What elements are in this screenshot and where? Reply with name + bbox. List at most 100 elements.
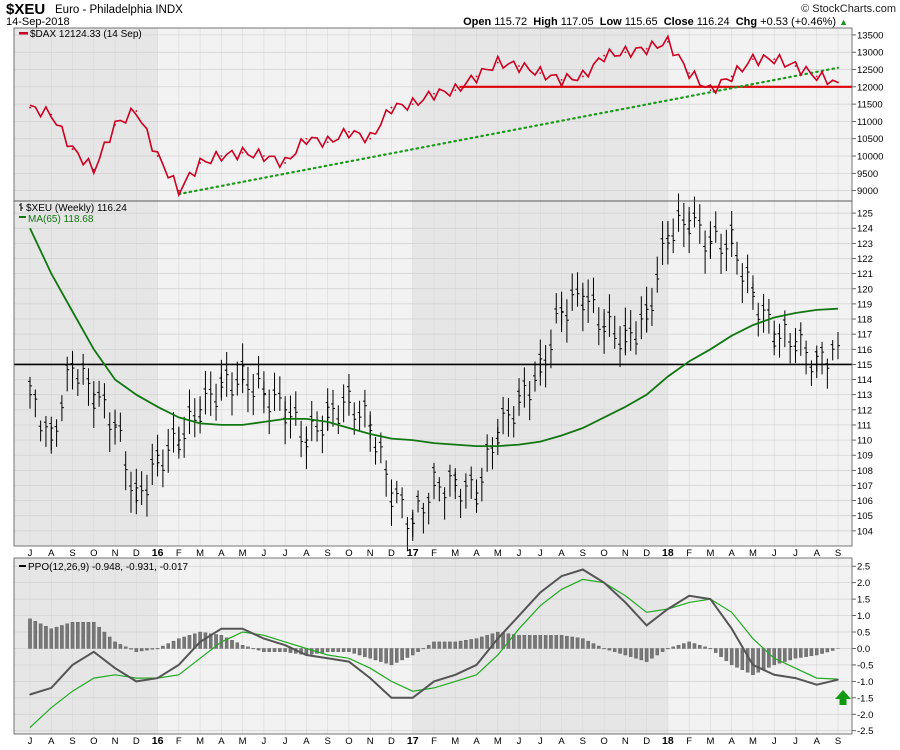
ppo-histogram-bar	[575, 637, 580, 649]
xeu-price-bar	[171, 412, 176, 453]
xeu-price-bar	[761, 293, 766, 333]
dax-legend-swatch	[19, 32, 28, 35]
xeu-price-bar	[676, 193, 681, 232]
xeu-price-bar	[144, 474, 149, 517]
ppo-histogram-bar	[788, 648, 792, 661]
ppo-histogram-bar	[426, 645, 431, 649]
xeu-axis-tick-label: 114	[857, 375, 872, 386]
dax-axis-tick-label: 10000	[857, 152, 883, 163]
xeu-price-bar	[485, 434, 490, 472]
ppo-histogram-bar	[33, 621, 38, 649]
ppo-axis-tick-label: -2.5	[857, 726, 873, 737]
xeu-price-point	[539, 358, 543, 386]
ppo-data-point	[560, 575, 563, 577]
xeu-price-bar	[692, 196, 697, 228]
xeu-price-bar	[426, 492, 431, 525]
xeu-price-bar	[703, 230, 708, 274]
dax-data-point	[411, 103, 414, 106]
ppo-histogram-bar	[410, 648, 415, 656]
xeu-price-point	[837, 332, 840, 360]
high-label: High	[533, 16, 558, 28]
ppo-histogram-bar	[480, 636, 484, 649]
x-axis-label: N	[112, 548, 119, 559]
ppo-data-point	[496, 637, 499, 640]
xeu-price-bar	[570, 273, 575, 311]
xeu-axis-tick-label: 104	[857, 526, 873, 537]
xeu-panel-year-shade	[667, 201, 852, 546]
dax-data-point	[92, 168, 95, 171]
ppo-histogram-bar	[729, 648, 734, 666]
x-axis-label: A	[48, 736, 55, 747]
xeu-price-bar	[208, 371, 213, 416]
xeu-price-point	[157, 449, 160, 477]
ppo-histogram-bar	[38, 623, 43, 649]
xeu-price-point	[433, 471, 436, 500]
xeu-axis-tick-label: 106	[857, 496, 873, 507]
ppo-histogram-bar	[400, 648, 404, 661]
ppo-histogram-bar	[533, 635, 537, 649]
x-axis-label: J	[262, 736, 267, 747]
x-axis-strip	[14, 734, 852, 748]
ppo-histogram-bar	[655, 648, 660, 656]
ppo-histogram-bar	[437, 641, 442, 649]
ppo-axis-tick-label: 2.5	[857, 562, 870, 573]
x-axis-strip	[14, 546, 852, 558]
ppo-axis-tick-label: -0.5	[857, 660, 873, 671]
x-axis-label: F	[686, 736, 692, 747]
xeu-price-bar	[591, 277, 596, 314]
ppo-histogram-bar	[448, 641, 452, 649]
ppo-histogram-bar	[44, 626, 48, 649]
ma-legend-swatch	[19, 216, 26, 218]
xeu-legend-label: $XEU (Weekly) 116.24	[26, 203, 127, 214]
xeu-price-bar	[527, 381, 532, 421]
dax-data-point	[475, 75, 478, 78]
low-value: 115.65	[624, 16, 658, 28]
x-axis-label: M	[706, 736, 714, 747]
xeu-price-bar	[235, 361, 240, 396]
dax-data-point	[454, 89, 457, 92]
ppo-data-point	[730, 627, 733, 630]
ppo-histogram-bar	[825, 648, 830, 653]
x-axis-label: D	[643, 736, 650, 747]
xeu-price-point	[646, 305, 649, 333]
ppo-data-point	[815, 683, 818, 686]
x-axis-label: S	[325, 736, 331, 747]
ppo-data-point	[241, 627, 244, 630]
x-axis-label: J	[28, 548, 33, 559]
xeu-price-bar	[43, 415, 48, 447]
xeu-price-point	[327, 403, 330, 431]
ppo-histogram-bar	[543, 635, 548, 649]
ppo-histogram-bar	[490, 633, 495, 649]
x-axis-label: J	[283, 548, 288, 559]
xeu-price-bar	[649, 287, 654, 326]
ppo-histogram-bar	[97, 626, 101, 649]
ppo-histogram-bar	[464, 640, 468, 649]
xeu-price-bar	[341, 384, 346, 423]
ppo-histogram-bar	[102, 631, 107, 649]
x-axis-label: S	[325, 548, 331, 559]
ppo-histogram-bar	[352, 648, 357, 654]
dax-data-point	[581, 75, 584, 78]
ppo-histogram-bar	[804, 648, 808, 657]
xeu-price-bar	[123, 451, 128, 491]
x-axis-label: J	[517, 736, 522, 747]
ppo-histogram-bar	[586, 640, 590, 649]
ppo-data-point	[539, 591, 542, 594]
ohlc-summary: Open 115.72 High 117.05 Low 115.65 Close…	[463, 16, 848, 28]
x-axis-label: 17	[407, 547, 419, 559]
ppo-histogram-bar	[336, 648, 341, 652]
xeu-axis-tick-label: 105	[857, 511, 873, 522]
ppo-data-point	[390, 697, 393, 699]
xeu-axis-tick-label: 108	[857, 466, 873, 477]
x-axis-label: A	[218, 548, 225, 559]
chart-instrument-name: Euro - Philadelphia INDX	[55, 4, 183, 16]
xeu-price-bar	[288, 395, 293, 439]
xeu-price-point	[50, 426, 54, 454]
xeu-price-bar	[378, 432, 383, 464]
ppo-histogram-bar	[469, 639, 473, 649]
dax-data-point	[709, 89, 712, 92]
xeu-price-bar	[86, 368, 91, 406]
x-axis-label: A	[473, 736, 480, 747]
ppo-data-point	[752, 664, 754, 666]
xeu-price-bar	[362, 389, 367, 428]
